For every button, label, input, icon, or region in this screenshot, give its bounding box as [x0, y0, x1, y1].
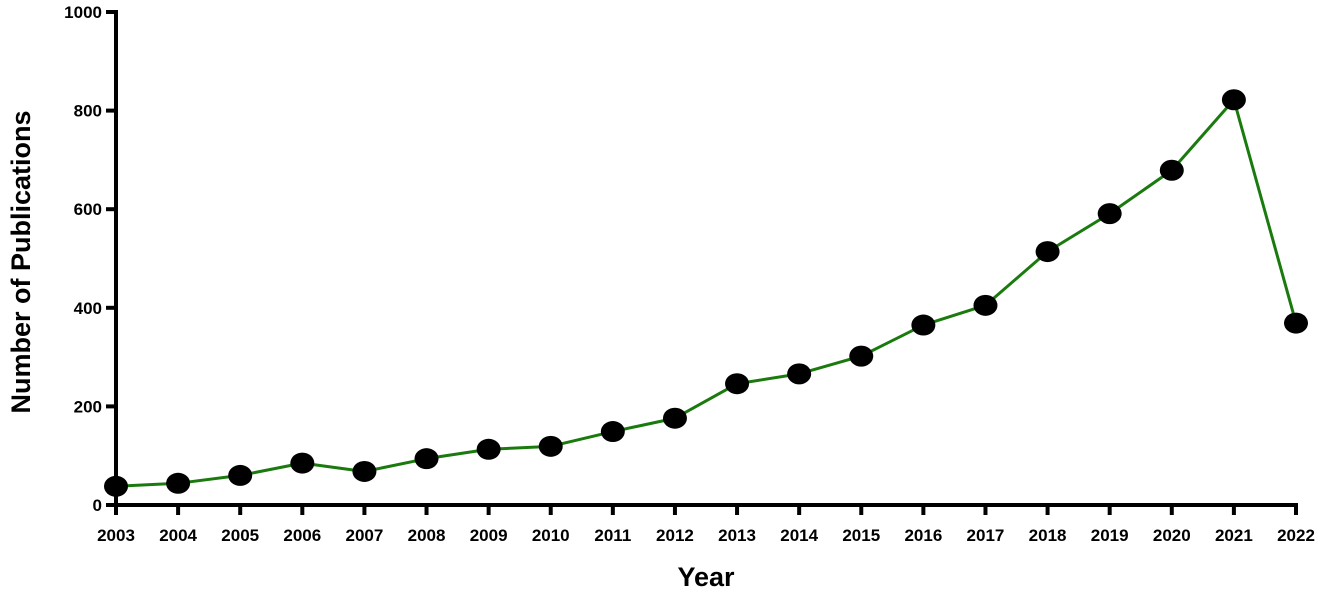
x-tick-label: 2012 — [656, 526, 694, 545]
x-tick-label: 2018 — [1029, 526, 1067, 545]
x-tick-label: 2003 — [97, 526, 135, 545]
y-tick-label: 1000 — [64, 3, 102, 22]
data-point — [787, 363, 812, 385]
data-point — [1035, 241, 1060, 263]
x-axis: 2003 2004 2005 2006 2007 2008 2009 2010 2011 2012… — [97, 503, 1315, 545]
data-point — [1221, 89, 1246, 111]
x-tick-label: 2016 — [904, 526, 942, 545]
x-tick-label: 2010 — [532, 526, 570, 545]
plot-area — [104, 89, 1308, 497]
x-tick-label: 2009 — [470, 526, 508, 545]
data-point — [600, 421, 625, 443]
y-tick-label: 400 — [74, 299, 102, 318]
y-tick-label: 800 — [74, 102, 102, 121]
x-tick-label: 2019 — [1091, 526, 1129, 545]
data-point — [352, 460, 377, 482]
x-tick-label: 2015 — [842, 526, 880, 545]
x-tick-label: 2011 — [594, 526, 631, 545]
data-point — [1284, 312, 1308, 334]
data-point — [476, 438, 501, 460]
data-point — [973, 294, 998, 316]
x-axis-title: Year — [677, 562, 735, 592]
data-point — [662, 407, 687, 429]
data-point — [228, 464, 253, 486]
x-tick-label: 2004 — [159, 526, 197, 545]
data-point — [1159, 159, 1184, 181]
y-tick-label: 200 — [74, 397, 102, 416]
y-axis: 0 200 400 600 800 1000 — [64, 3, 118, 515]
data-point — [166, 472, 191, 494]
x-tick-label: 2017 — [967, 526, 1005, 545]
data-point — [538, 435, 563, 457]
x-tick-label: 2007 — [346, 526, 384, 545]
x-tick-label: 2021 — [1215, 526, 1253, 545]
data-point — [911, 314, 936, 336]
x-tick-label: 2006 — [283, 526, 321, 545]
y-axis-title: Number of Publications — [6, 110, 36, 413]
y-tick-label: 0 — [93, 496, 102, 515]
x-tick-label: 2005 — [221, 526, 259, 545]
x-tick-label: 2013 — [718, 526, 756, 545]
data-point — [1097, 203, 1122, 225]
data-point — [725, 373, 750, 395]
y-tick-label: 600 — [74, 200, 102, 219]
x-tick-label: 2022 — [1277, 526, 1315, 545]
data-point — [104, 475, 128, 497]
series-line — [115, 98, 1298, 488]
data-point — [414, 448, 439, 470]
data-point — [849, 345, 874, 367]
x-tick-label: 2014 — [780, 526, 818, 545]
x-tick-label: 2020 — [1153, 526, 1191, 545]
x-tick-label: 2008 — [408, 526, 446, 545]
data-point — [290, 452, 315, 474]
